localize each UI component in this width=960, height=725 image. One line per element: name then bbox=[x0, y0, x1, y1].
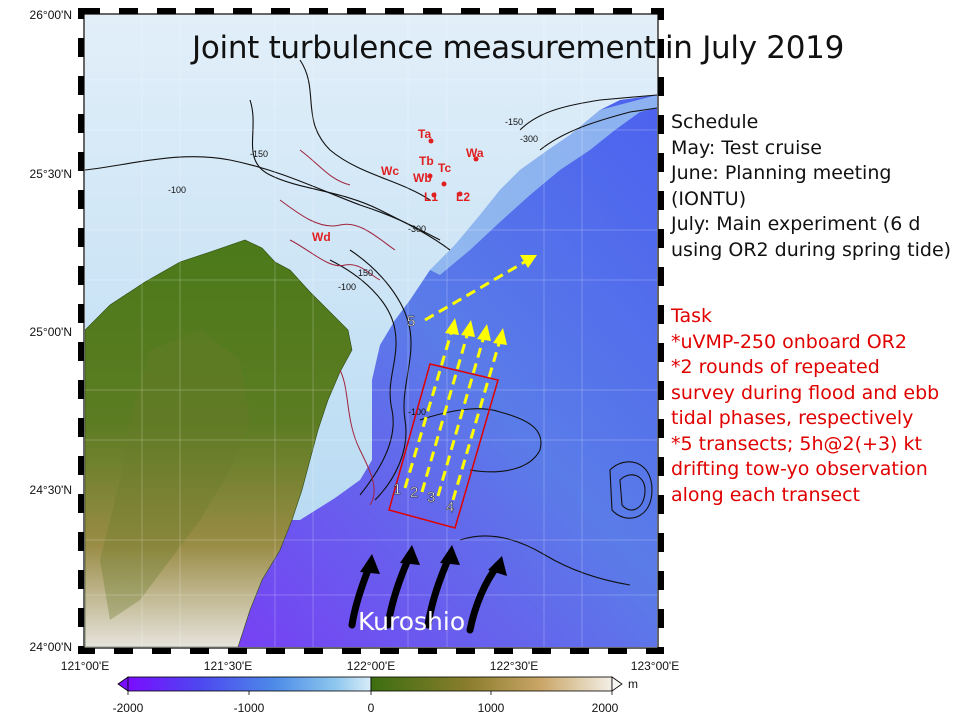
station-tc: Tc bbox=[438, 161, 451, 175]
red-contours bbox=[279, 149, 396, 506]
schedule-item: (IONTU) bbox=[671, 187, 747, 210]
colorbar-tick: 0 bbox=[368, 701, 375, 715]
task-heading: Task bbox=[671, 305, 713, 327]
graticule bbox=[85, 15, 657, 647]
task-item: *5 transects; 5h@2(+3) kt bbox=[671, 432, 922, 455]
task-item: tidal phases, respectively bbox=[671, 407, 914, 429]
land-mountain-shade bbox=[100, 330, 250, 620]
station-wc: Wc bbox=[381, 164, 399, 178]
lat-label-26: 26°00'N bbox=[30, 8, 72, 22]
transect-label-3: 3 bbox=[427, 489, 435, 506]
task-panel: Task *uVMP-250 onboard OR2 *2 rounds of … bbox=[671, 304, 939, 508]
schedule-item: June: Planning meeting bbox=[671, 162, 892, 184]
light-shelf-band bbox=[430, 95, 657, 275]
station-l2: L2 bbox=[456, 190, 470, 204]
schedule-heading: Schedule bbox=[671, 111, 759, 133]
map-area bbox=[85, 15, 657, 647]
lon-label-121: 121°00'E bbox=[61, 659, 109, 673]
contour-label: -150 bbox=[505, 117, 523, 127]
contour-label: -300 bbox=[408, 224, 426, 234]
contour-label: -100 bbox=[168, 185, 186, 195]
schedule-panel: Schedule May: Test cruise June: Planning… bbox=[671, 110, 951, 263]
lon-label-121-30: 121°30'E bbox=[204, 659, 252, 673]
lon-label-122: 122°00'E bbox=[347, 659, 395, 673]
task-item: survey during flood and ebb bbox=[671, 381, 940, 404]
colorbar-tick: -1000 bbox=[234, 701, 265, 715]
lat-label-24-30: 24°30'N bbox=[30, 483, 72, 497]
map-frame bbox=[83, 13, 659, 649]
contour-label: 150 bbox=[358, 268, 373, 278]
lat-label-24: 24°00'N bbox=[30, 640, 72, 654]
transect-arrow-icon bbox=[445, 255, 537, 345]
colorbar-tick: -2000 bbox=[113, 701, 144, 715]
task-item: *uVMP-250 onboard OR2 bbox=[671, 330, 907, 353]
task-item: along each transect bbox=[671, 483, 860, 506]
longitude-axis: 121°00'E 121°30'E 122°00'E 122°30'E 123°… bbox=[61, 659, 679, 673]
contour-label: -300 bbox=[520, 134, 538, 144]
station-wd: Wd bbox=[312, 230, 331, 244]
station-ta: Ta bbox=[418, 127, 431, 141]
transect-label-1: 1 bbox=[393, 481, 401, 498]
transect-labels: 5 2 3 4 1 bbox=[393, 313, 455, 516]
schedule-item: using OR2 during spring tide) bbox=[671, 238, 952, 261]
station-l1: L1 bbox=[424, 190, 438, 204]
colorbar-tick: 2000 bbox=[592, 701, 619, 715]
map-title: Joint turbulence measurement in July 201… bbox=[192, 30, 844, 66]
transect-label-5: 5 bbox=[407, 313, 415, 330]
transect-label-2: 2 bbox=[410, 484, 418, 501]
station-markers bbox=[427, 138, 479, 198]
schedule-item: May: Test cruise bbox=[671, 136, 822, 159]
lat-label-25: 25°00'N bbox=[30, 325, 72, 339]
schedule-item: July: Main experiment (6 d bbox=[671, 213, 921, 235]
colorbar-unit: m bbox=[628, 677, 638, 691]
depth-contours bbox=[85, 59, 657, 586]
station-tb: Tb bbox=[419, 154, 434, 168]
taiwan-land bbox=[85, 239, 353, 647]
survey-box bbox=[388, 363, 499, 529]
transect-label-4: 4 bbox=[446, 499, 454, 516]
task-item: drifting tow-yo observation bbox=[671, 458, 928, 480]
lat-label-25-30: 25°30'N bbox=[30, 167, 72, 181]
colorbar-tick: 1000 bbox=[478, 701, 505, 715]
contour-label: -150 bbox=[250, 149, 268, 159]
latitude-axis: 26°00'N 25°30'N 25°00'N 24°30'N 24°00'N bbox=[30, 8, 72, 654]
colorbar: -2000 -1000 0 1000 2000 m bbox=[113, 676, 638, 715]
lon-label-122-30: 122°30'E bbox=[490, 659, 538, 673]
transect-lines bbox=[403, 258, 529, 501]
kuroshio-label: Kuroshio bbox=[358, 607, 466, 636]
task-item: *2 rounds of repeated bbox=[671, 356, 880, 378]
lon-label-123: 123°00'E bbox=[631, 659, 679, 673]
station-wa: Wa bbox=[466, 146, 484, 160]
contour-label: -100 bbox=[338, 282, 356, 292]
station-wb: Wb bbox=[413, 171, 432, 185]
current-arrowheads bbox=[360, 545, 507, 576]
